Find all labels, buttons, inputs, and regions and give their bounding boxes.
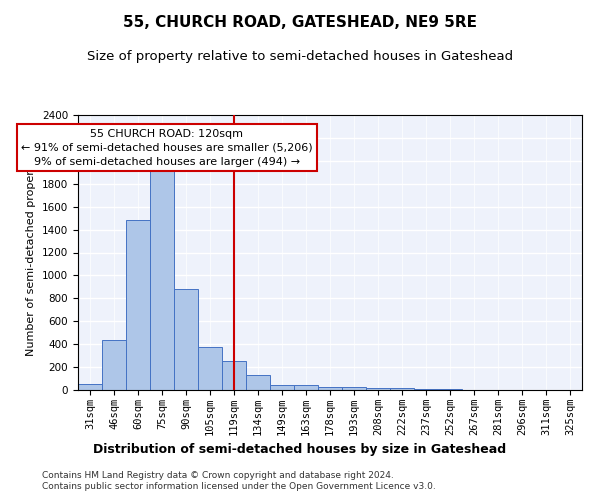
Bar [222,361,246,390]
Text: Size of property relative to semi-detached houses in Gateshead: Size of property relative to semi-detach… [87,50,513,63]
Bar [174,289,198,390]
Bar [78,384,102,390]
Text: 55, CHURCH ROAD, GATESHEAD, NE9 5RE: 55, CHURCH ROAD, GATESHEAD, NE9 5RE [123,15,477,30]
Bar [150,161,174,390]
Text: Contains public sector information licensed under the Open Government Licence v3: Contains public sector information licen… [42,482,436,491]
Bar [246,375,270,390]
Bar [318,386,342,390]
Y-axis label: Number of semi-detached properties: Number of semi-detached properties [26,150,37,356]
Bar [390,388,414,390]
Bar [198,347,222,390]
Bar [126,220,150,390]
Bar [414,389,438,390]
Text: Distribution of semi-detached houses by size in Gateshead: Distribution of semi-detached houses by … [94,442,506,456]
Text: Contains HM Land Registry data © Crown copyright and database right 2024.: Contains HM Land Registry data © Crown c… [42,470,394,480]
Bar [342,387,366,390]
Text: 55 CHURCH ROAD: 120sqm
← 91% of semi-detached houses are smaller (5,206)
9% of s: 55 CHURCH ROAD: 120sqm ← 91% of semi-det… [21,128,313,167]
Bar [366,388,390,390]
Bar [270,385,294,390]
Bar [102,340,126,390]
Bar [294,385,318,390]
